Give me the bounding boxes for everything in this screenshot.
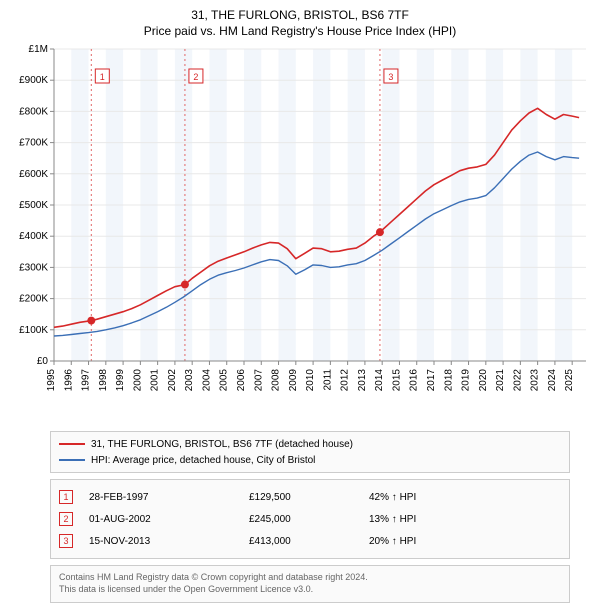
sale-row-1: 1 28-FEB-1997 £129,500 42% ↑ HPI <box>59 486 561 508</box>
svg-text:2024: 2024 <box>547 369 558 392</box>
svg-text:1999: 1999 <box>115 369 126 392</box>
svg-text:2017: 2017 <box>426 369 437 392</box>
svg-text:2025: 2025 <box>564 369 575 392</box>
svg-text:£500K: £500K <box>19 200 48 211</box>
svg-text:2013: 2013 <box>357 369 368 392</box>
svg-text:2003: 2003 <box>184 369 195 392</box>
svg-text:£100K: £100K <box>19 325 48 336</box>
svg-text:2014: 2014 <box>374 369 385 392</box>
svg-text:£300K: £300K <box>19 263 48 274</box>
chart-container: 31, THE FURLONG, BRISTOL, BS6 7TF Price … <box>0 0 600 613</box>
svg-text:2005: 2005 <box>219 369 230 392</box>
svg-text:1: 1 <box>100 72 105 82</box>
svg-text:2012: 2012 <box>340 369 351 392</box>
sale-date-1: 28-FEB-1997 <box>89 492 249 503</box>
legend-swatch-hpi <box>59 459 85 461</box>
sale-price-3: £413,000 <box>249 536 369 547</box>
legend-item-hpi: HPI: Average price, detached house, City… <box>59 452 561 468</box>
svg-text:2018: 2018 <box>443 369 454 392</box>
svg-text:2001: 2001 <box>150 369 161 392</box>
sale-row-3: 3 15-NOV-2013 £413,000 20% ↑ HPI <box>59 530 561 552</box>
svg-text:2015: 2015 <box>391 369 402 392</box>
chart-title: 31, THE FURLONG, BRISTOL, BS6 7TF Price … <box>10 8 590 39</box>
sale-vs-hpi-1: 42% ↑ HPI <box>369 492 489 503</box>
svg-text:1998: 1998 <box>98 369 109 392</box>
sale-vs-hpi-2: 13% ↑ HPI <box>369 514 489 525</box>
svg-text:£700K: £700K <box>19 138 48 149</box>
sale-price-1: £129,500 <box>249 492 369 503</box>
sale-marker-3: 3 <box>59 534 73 548</box>
svg-text:1996: 1996 <box>63 369 74 392</box>
svg-text:2016: 2016 <box>409 369 420 392</box>
svg-text:£200K: £200K <box>19 294 48 305</box>
attribution: Contains HM Land Registry data © Crown c… <box>50 565 570 602</box>
sale-marker-1: 1 <box>59 490 73 504</box>
svg-text:£1M: £1M <box>29 45 48 55</box>
svg-text:2023: 2023 <box>530 369 541 392</box>
svg-text:2022: 2022 <box>512 369 523 392</box>
svg-text:£800K: £800K <box>19 107 48 118</box>
legend-item-property: 31, THE FURLONG, BRISTOL, BS6 7TF (detac… <box>59 436 561 452</box>
legend: 31, THE FURLONG, BRISTOL, BS6 7TF (detac… <box>50 431 570 473</box>
svg-text:2020: 2020 <box>478 369 489 392</box>
svg-text:£900K: £900K <box>19 75 48 86</box>
chart-svg: £0 £100K £200K £300K £400K £500K £600K £700K £80… <box>10 45 590 425</box>
sale-price-2: £245,000 <box>249 514 369 525</box>
sale-vs-hpi-3: 20% ↑ HPI <box>369 536 489 547</box>
attribution-line-1: Contains HM Land Registry data © Crown c… <box>59 572 561 584</box>
svg-text:2000: 2000 <box>132 369 143 392</box>
svg-text:2007: 2007 <box>253 369 264 392</box>
svg-text:2011: 2011 <box>322 369 333 391</box>
svg-text:2: 2 <box>193 72 198 82</box>
svg-text:3: 3 <box>388 72 393 82</box>
svg-text:2021: 2021 <box>495 369 506 392</box>
svg-text:2002: 2002 <box>167 369 178 392</box>
sale-marker-2: 2 <box>59 512 73 526</box>
svg-text:1997: 1997 <box>81 369 92 392</box>
svg-text:£400K: £400K <box>19 231 48 242</box>
svg-text:2009: 2009 <box>288 369 299 392</box>
sale-date-3: 15-NOV-2013 <box>89 536 249 547</box>
svg-text:£600K: £600K <box>19 169 48 180</box>
sale-row-2: 2 01-AUG-2002 £245,000 13% ↑ HPI <box>59 508 561 530</box>
svg-text:£0: £0 <box>37 356 49 367</box>
title-line-2: Price paid vs. HM Land Registry's House … <box>10 24 590 40</box>
legend-swatch-property <box>59 443 85 445</box>
legend-label-hpi: HPI: Average price, detached house, City… <box>91 455 315 466</box>
legend-label-property: 31, THE FURLONG, BRISTOL, BS6 7TF (detac… <box>91 439 353 450</box>
svg-text:2019: 2019 <box>461 369 472 392</box>
svg-text:1995: 1995 <box>46 369 57 392</box>
line-chart: £0 £100K £200K £300K £400K £500K £600K £700K £80… <box>10 45 590 425</box>
svg-text:2010: 2010 <box>305 369 316 392</box>
svg-text:2006: 2006 <box>236 369 247 392</box>
sale-date-2: 01-AUG-2002 <box>89 514 249 525</box>
title-line-1: 31, THE FURLONG, BRISTOL, BS6 7TF <box>10 8 590 24</box>
sales-table: 1 28-FEB-1997 £129,500 42% ↑ HPI 2 01-AU… <box>50 479 570 559</box>
svg-text:2008: 2008 <box>271 369 282 392</box>
svg-text:2004: 2004 <box>201 369 212 392</box>
